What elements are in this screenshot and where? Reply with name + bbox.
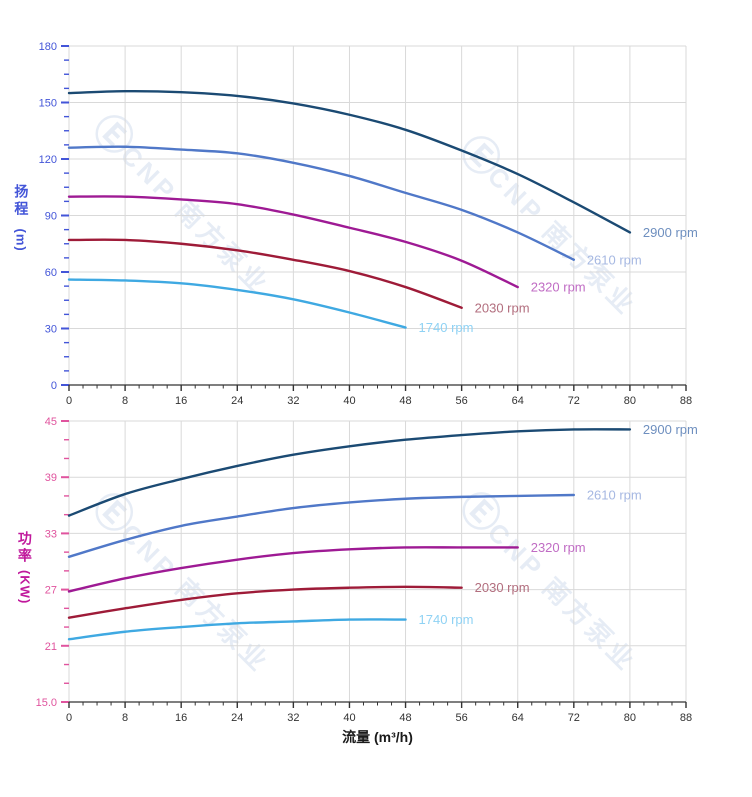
x-tick-label: 72 [568, 395, 580, 407]
power-axis-title: 功率 (KW) [7, 531, 41, 604]
power-curve-label-2900rpm: 2900 rpm [643, 422, 698, 437]
head-axis-title-unit: (m) [13, 228, 29, 252]
x-tick-label: 48 [399, 395, 411, 407]
x-tick-label: 72 [568, 712, 580, 724]
y-tick-label: 30 [45, 324, 57, 336]
head-curve-label-1740rpm: 1740 rpm [419, 320, 474, 335]
power-chart: 15.0 21 27 33 39 45 0 8 16 24 32 40 48 56 64 72 80 88 2900… [36, 416, 698, 724]
power-curve-label-1740rpm: 1740 rpm [419, 612, 474, 627]
power-curve-label-2320rpm: 2320 rpm [531, 540, 586, 555]
power-axis-title-cn: 功率 [16, 531, 33, 565]
y-tick-label: 27 [45, 585, 57, 597]
power-curve-1740rpm [67, 618, 407, 641]
y-tick-label: 90 [45, 211, 57, 223]
power-curve-2320rpm [67, 546, 519, 593]
y-tick-label: 21 [45, 641, 57, 653]
head-curve-label-2610rpm: 2610 rpm [587, 252, 642, 267]
head-axis-title: 扬程 (m) [9, 184, 32, 252]
head-curve-label-2030rpm: 2030 rpm [475, 300, 530, 315]
x-tick-label: 24 [231, 712, 243, 724]
y-tick-label: 60 [45, 267, 57, 279]
x-tick-label: 40 [343, 395, 355, 407]
head-curve-2320rpm [67, 195, 519, 289]
x-tick-label: 40 [343, 712, 355, 724]
head-axis-title-cn: 扬程 [13, 184, 30, 218]
x-tick-label: 24 [231, 395, 243, 407]
head-curve-1740rpm [67, 278, 407, 329]
flow-axis-title: 流量 (m³/h) [342, 729, 413, 745]
y-tick-label: 33 [45, 528, 57, 540]
head-curve-label-2320rpm: 2320 rpm [531, 280, 586, 295]
x-tick-label: 48 [399, 712, 411, 724]
y-tick-label: 45 [45, 416, 57, 428]
power-curve-label-2030rpm: 2030 rpm [475, 580, 530, 595]
head-curve-2030rpm [67, 238, 463, 309]
y-tick-label: 120 [39, 154, 57, 166]
y-tick-label: 150 [39, 98, 57, 110]
x-tick-label: 0 [66, 395, 72, 407]
power-curve-2030rpm [67, 585, 463, 619]
x-tick-label: 0 [66, 712, 72, 724]
head-curve-2610rpm [67, 145, 576, 261]
head-curve-label-2900rpm: 2900 rpm [643, 225, 698, 240]
power-axis-title-unit: (KW) [17, 569, 33, 605]
power-curve-2610rpm [67, 493, 576, 559]
x-tick-label: 16 [175, 395, 187, 407]
y-tick-label: 0 [51, 380, 57, 392]
x-tick-label: 16 [175, 712, 187, 724]
power-curve-label-2610rpm: 2610 rpm [587, 487, 642, 502]
head-curve-2900rpm [67, 89, 632, 234]
x-tick-label: 88 [680, 395, 692, 407]
x-tick-label: 64 [512, 712, 524, 724]
head-chart: 0 30 60 90 120 150 180 0 8 16 24 32 40 48 56 64 72 80 88 29… [39, 41, 698, 407]
y-tick-label: 39 [45, 472, 57, 484]
x-tick-label: 80 [624, 712, 636, 724]
x-tick-label: 88 [680, 712, 692, 724]
x-tick-label: 32 [287, 712, 299, 724]
y-tick-label: 15.0 [36, 697, 57, 709]
x-tick-label: 8 [122, 395, 128, 407]
x-tick-label: 56 [456, 712, 468, 724]
x-tick-label: 80 [624, 395, 636, 407]
y-tick-label: 180 [39, 41, 57, 53]
x-tick-label: 8 [122, 712, 128, 724]
x-tick-label: 56 [456, 395, 468, 407]
x-tick-label: 32 [287, 395, 299, 407]
power-curve-2900rpm [67, 428, 632, 517]
x-tick-label: 64 [512, 395, 524, 407]
